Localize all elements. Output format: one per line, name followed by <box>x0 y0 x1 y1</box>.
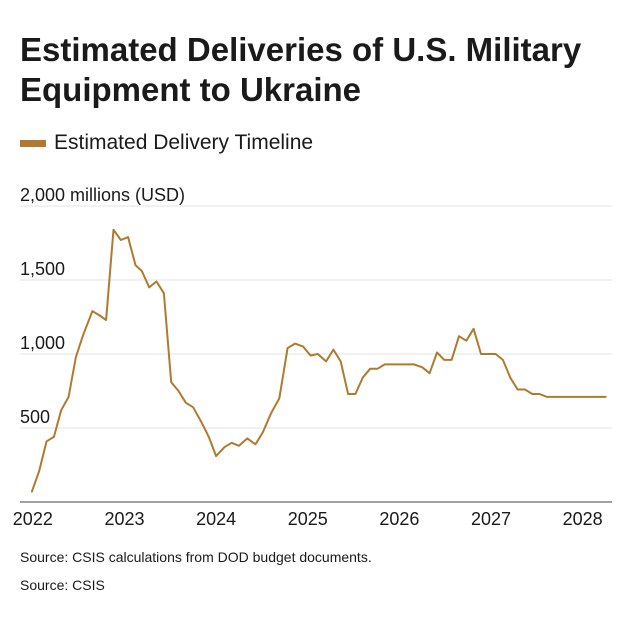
legend-swatch <box>20 139 46 147</box>
series-line-estimated-delivery-timeline <box>30 228 607 493</box>
footer-source: Source: CSIS <box>20 577 105 593</box>
y-tick-label: 500 <box>20 407 50 427</box>
x-tick-label: 2028 <box>563 509 603 529</box>
footer-note: Source: CSIS calculations from DOD budge… <box>20 549 372 565</box>
y-axis-tick-labels: 500 1,000 1,500 2,000 millions (USD) <box>20 185 185 427</box>
y-tick-label: 1,000 <box>20 333 65 353</box>
chart-title: Estimated Deliveries of U.S. Military Eq… <box>20 31 582 108</box>
legend: Estimated Delivery Timeline <box>20 130 313 156</box>
gridlines <box>20 205 612 429</box>
x-axis-tick-labels: 2022 2023 2024 2025 2026 2027 2028 <box>13 509 603 529</box>
x-tick-label: 2027 <box>471 509 511 529</box>
y-tick-label: 1,500 <box>20 259 65 279</box>
legend-label: Estimated Delivery Timeline <box>54 131 314 154</box>
x-tick-label: 2026 <box>379 509 419 529</box>
x-tick-label: 2024 <box>196 509 236 529</box>
x-tick-label: 2023 <box>104 509 144 529</box>
x-tick-label: 2022 <box>13 509 53 529</box>
y-tick-label: 2,000 millions (USD) <box>20 185 185 205</box>
x-tick-label: 2025 <box>288 509 328 529</box>
